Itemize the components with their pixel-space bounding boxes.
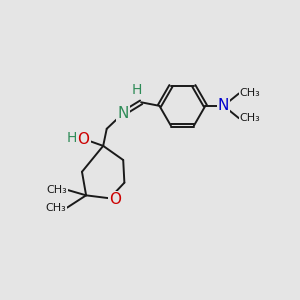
- Text: CH₃: CH₃: [46, 185, 67, 195]
- Text: O: O: [77, 132, 89, 147]
- Text: H: H: [132, 83, 142, 97]
- Text: O: O: [109, 192, 121, 207]
- Text: CH₃: CH₃: [45, 203, 66, 213]
- Text: H: H: [67, 131, 77, 145]
- Text: N: N: [218, 98, 229, 113]
- Text: CH₃: CH₃: [240, 88, 260, 98]
- Text: CH₃: CH₃: [240, 113, 260, 123]
- Text: N: N: [117, 106, 129, 121]
